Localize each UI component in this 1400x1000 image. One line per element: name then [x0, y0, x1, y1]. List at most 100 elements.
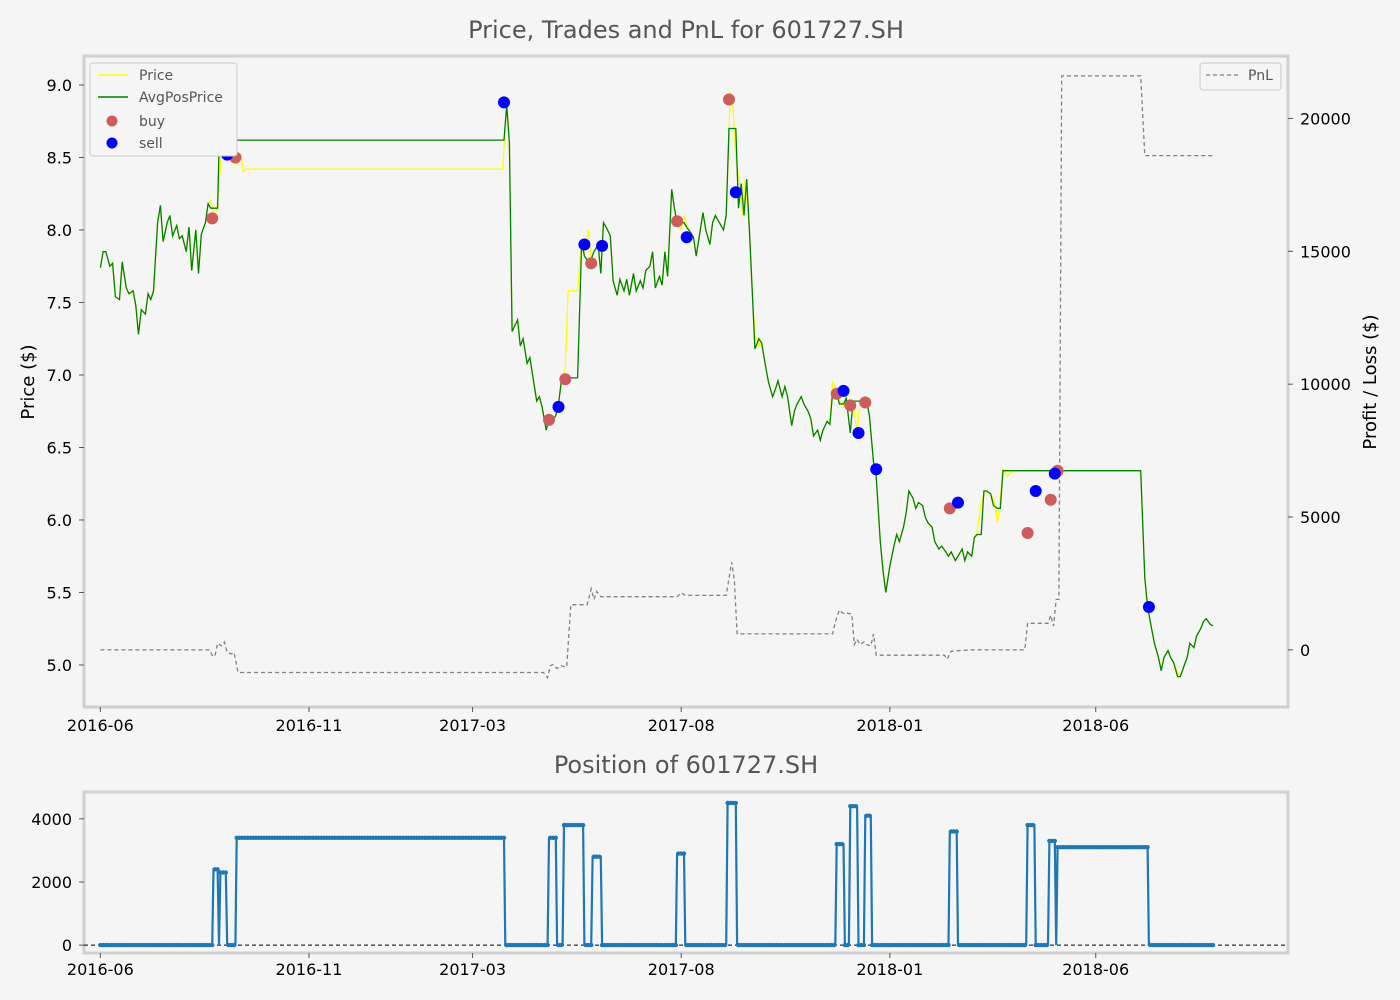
- x-tick-label: 2017-03: [439, 716, 506, 735]
- x-tick-label: 2016-06: [67, 716, 134, 735]
- pnl-line: [100, 75, 1213, 680]
- y-tick-label: 6.5: [47, 438, 72, 457]
- top-y-axis-ticks: 5.0 5.5 6.0 6.5 7.0 7.5 8.0 8.5 9.0: [47, 76, 84, 675]
- legend-left-box: [89, 62, 238, 157]
- position-marker: [231, 942, 237, 948]
- sell-marker: [852, 427, 865, 439]
- position-marker: [1210, 942, 1216, 948]
- buy-marker: [1044, 493, 1057, 506]
- y-tick-label: 6.0: [47, 511, 72, 530]
- sell-marker: [552, 400, 565, 413]
- bottom-plot-frame: [82, 790, 1290, 955]
- position-marker: [215, 867, 220, 872]
- y-tick-label: 7.5: [47, 293, 72, 312]
- top-plot-frame: [82, 54, 1290, 709]
- buy-marker: [671, 215, 684, 228]
- position-marker: [839, 841, 845, 847]
- top-x-axis-ticks: 2016-06 2016-11 2017-03 2017-08 2018-01 2018-…: [67, 707, 1129, 735]
- position-marker: [946, 942, 951, 948]
- legend-right-box: [1199, 62, 1282, 91]
- buy-marker: [1021, 527, 1034, 539]
- sell-marker: [596, 239, 609, 252]
- bottom-x-tick-label: 2016-11: [276, 960, 343, 979]
- y-tick-label: 9.0: [47, 76, 72, 95]
- buy-marker: [559, 373, 572, 386]
- legend-left: Price AvgPosPrice buy sell: [89, 62, 238, 157]
- position-marker: [559, 942, 564, 948]
- y-tick-label: 8.0: [47, 221, 72, 240]
- y-tick-label: 5.0: [47, 656, 72, 675]
- position-marker: [545, 942, 550, 948]
- buy-marker: [206, 212, 219, 225]
- legend-price-label: Price: [139, 68, 173, 84]
- y2-tick-label: 20000: [1300, 109, 1351, 128]
- sell-marker: [870, 463, 883, 476]
- position-marker: [501, 835, 507, 840]
- position-marker: [722, 942, 728, 948]
- legend-right: PnL: [1199, 62, 1282, 91]
- legend-buy-label: buy: [139, 114, 165, 130]
- y2-tick-label: 0: [1300, 641, 1310, 660]
- x-tick-label: 2018-01: [856, 716, 923, 735]
- position-marker: [223, 870, 228, 875]
- position-marker: [867, 813, 872, 818]
- sell-marker: [837, 384, 850, 397]
- bottom-x-axis-ticks: 2016-06 2016-11 2017-03 2017-08 2018-01 2018-…: [67, 953, 1129, 979]
- position-marker: [853, 804, 858, 809]
- y2-tick-label: 10000: [1300, 375, 1351, 394]
- position-marker: [580, 822, 586, 828]
- bottom-y-axis-ticks: 0 2000 4000: [31, 810, 84, 955]
- bottom-chart-title: Position of 601727.SH: [554, 751, 818, 779]
- position-marker: [589, 942, 594, 948]
- y2-tick-label: 15000: [1300, 242, 1351, 261]
- top-y2-axis-ticks: 0 5000 10000 15000 20000: [1288, 109, 1351, 660]
- bottom-x-tick-label: 2018-06: [1062, 960, 1129, 979]
- bottom-plot-series: [84, 800, 1288, 948]
- position-marker: [1044, 942, 1049, 948]
- legend-sell-marker: [106, 137, 118, 149]
- sell-marker: [680, 231, 693, 244]
- sell-marker: [498, 96, 510, 109]
- position-marker: [845, 942, 850, 948]
- sell-marker: [729, 186, 742, 199]
- position-marker: [673, 942, 678, 948]
- y-axis-label: Price ($): [18, 344, 39, 419]
- bottom-x-tick-label: 2018-01: [856, 960, 923, 979]
- sell-marker: [1029, 485, 1042, 497]
- legend-pnl-label: PnL: [1248, 68, 1273, 84]
- x-tick-label: 2016-11: [276, 716, 343, 735]
- y-tick-label: 8.5: [47, 148, 72, 167]
- y-tick-label: 5.5: [47, 583, 72, 602]
- buy-marker: [723, 93, 735, 106]
- y2-tick-label: 5000: [1300, 508, 1341, 527]
- top-chart-title: Price, Trades and PnL for 601727.SH: [468, 16, 904, 44]
- position-marker: [210, 942, 215, 948]
- legend-avgposprice-label: AvgPosPrice: [139, 90, 223, 106]
- position-marker: [553, 835, 558, 840]
- position-marker: [831, 942, 837, 948]
- buy-marker: [543, 413, 555, 426]
- position-marker: [1145, 845, 1150, 850]
- buy-marker: [844, 399, 857, 412]
- bottom-y-tick-label: 4000: [31, 810, 72, 829]
- y2-axis-label: Profit / Loss ($): [1360, 314, 1381, 449]
- position-marker: [1052, 838, 1058, 844]
- bottom-x-tick-label: 2016-06: [67, 960, 134, 979]
- position-marker: [681, 851, 687, 856]
- position-marker: [597, 854, 602, 859]
- bottom-x-tick-label: 2017-03: [439, 960, 506, 979]
- sell-marker: [1048, 467, 1061, 480]
- position-marker: [861, 942, 867, 948]
- y-tick-label: 7.0: [47, 366, 72, 385]
- bottom-x-tick-label: 2017-08: [648, 960, 715, 979]
- sell-marker: [952, 496, 964, 509]
- x-tick-label: 2018-06: [1062, 716, 1129, 735]
- bottom-y-tick-label: 0: [62, 936, 72, 955]
- legend-buy-marker: [106, 115, 118, 127]
- sell-marker: [578, 238, 591, 251]
- buy-marker: [585, 257, 598, 270]
- position-marker: [954, 829, 959, 834]
- x-tick-label: 2017-08: [648, 716, 715, 735]
